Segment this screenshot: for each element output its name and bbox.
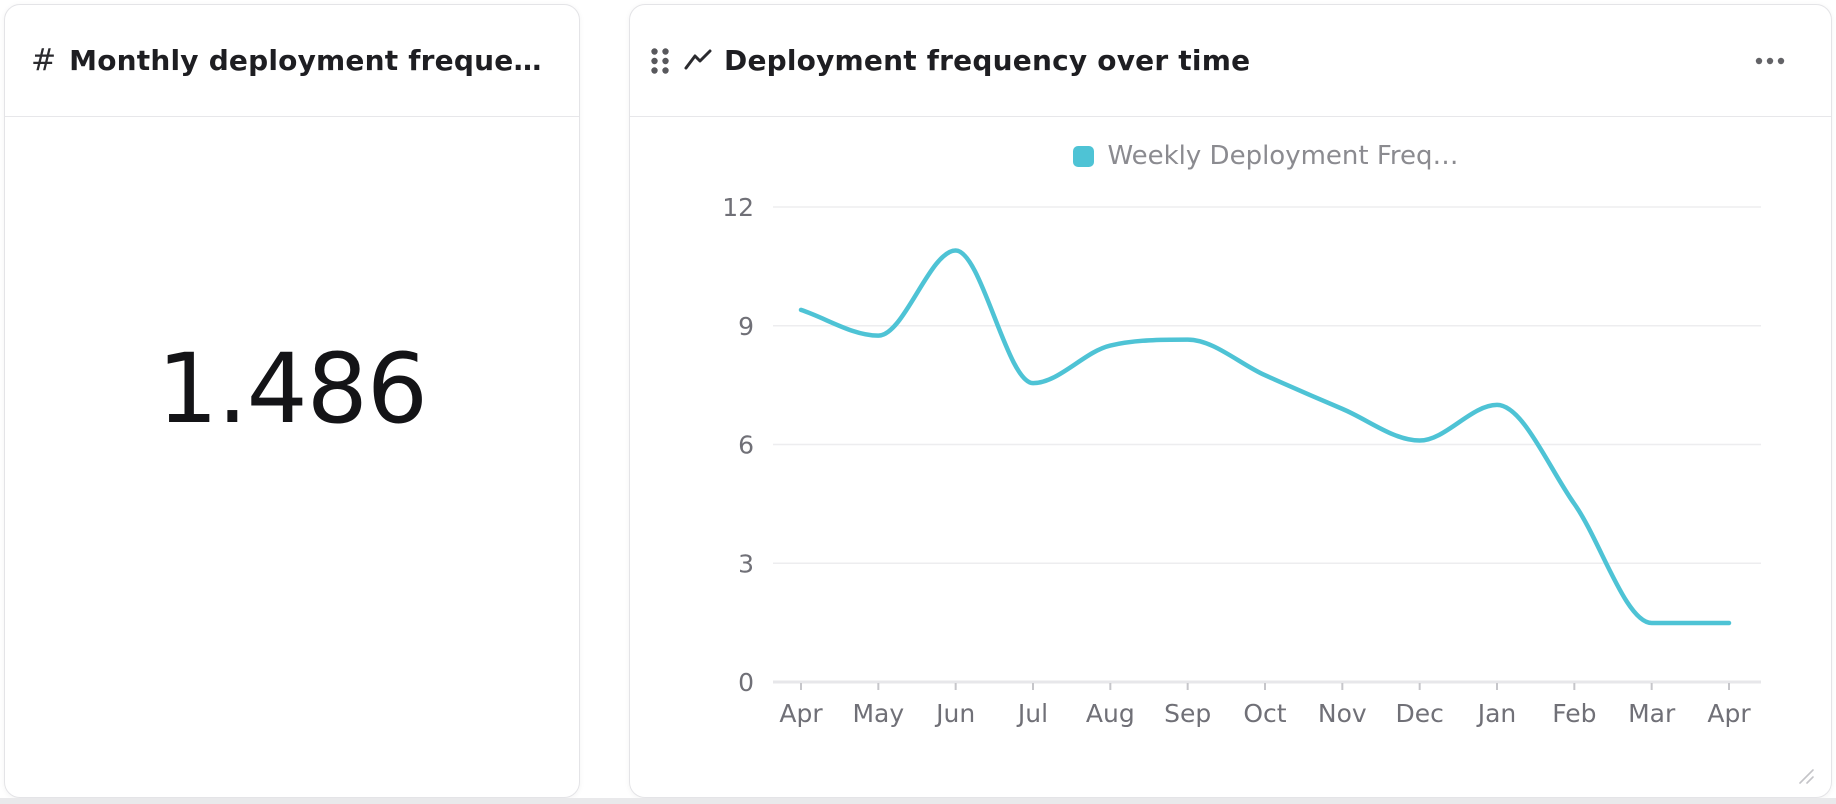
legend-label: Weekly Deployment Freq…: [1107, 141, 1459, 171]
chart-legend: Weekly Deployment Freq…: [773, 141, 1759, 171]
x-axis-label: Jan: [1476, 699, 1517, 728]
x-axis-label: Sep: [1164, 699, 1211, 728]
x-axis-label: Jul: [1016, 699, 1048, 728]
chart-card: Deployment frequency over time Weekly De…: [629, 4, 1832, 798]
x-axis-label: May: [852, 699, 904, 728]
y-axis-label: 9: [738, 312, 754, 341]
page-bottom-divider: [0, 798, 1836, 804]
resize-handle-icon[interactable]: [1797, 767, 1815, 789]
x-axis-label: Apr: [1707, 699, 1751, 728]
x-axis-label: Feb: [1552, 699, 1596, 728]
y-axis-label: 3: [738, 549, 754, 578]
x-axis-label: Aug: [1086, 699, 1135, 728]
chart-card-header: Deployment frequency over time: [630, 5, 1831, 117]
x-axis-label: Mar: [1628, 699, 1676, 728]
deployment-frequency-chart[interactable]: 0 3 6 9 12 Apr May Jun Jul Aug Sep Oct Nov Dec Jan Feb M…: [630, 5, 1833, 799]
scalar-value: 1.486: [157, 333, 428, 445]
scalar-card: # Monthly deployment frequen… 1.486: [4, 4, 580, 798]
legend-swatch: [1073, 145, 1095, 167]
legend-item-weekly-deployment-freq[interactable]: Weekly Deployment Freq…: [1073, 141, 1459, 171]
hash-icon: #: [31, 42, 57, 78]
scalar-card-header: # Monthly deployment frequen…: [5, 5, 579, 117]
x-axis-label: Jun: [934, 699, 975, 728]
scalar-card-title: Monthly deployment frequen…: [69, 44, 553, 77]
x-axis-label: Nov: [1318, 699, 1367, 728]
line-chart-icon: [684, 47, 712, 75]
x-axis-label: Apr: [779, 699, 823, 728]
x-axis-label: Oct: [1243, 699, 1286, 728]
more-options-button[interactable]: [1749, 50, 1791, 72]
series-line[interactable]: [798, 248, 1732, 626]
x-axis-label: Dec: [1395, 699, 1443, 728]
ellipsis-icon: [1755, 57, 1785, 64]
drag-handle-icon[interactable]: [648, 43, 672, 79]
y-axis-label: 0: [738, 668, 754, 697]
y-axis-label: 12: [722, 193, 754, 222]
y-axis-label: 6: [738, 431, 754, 460]
